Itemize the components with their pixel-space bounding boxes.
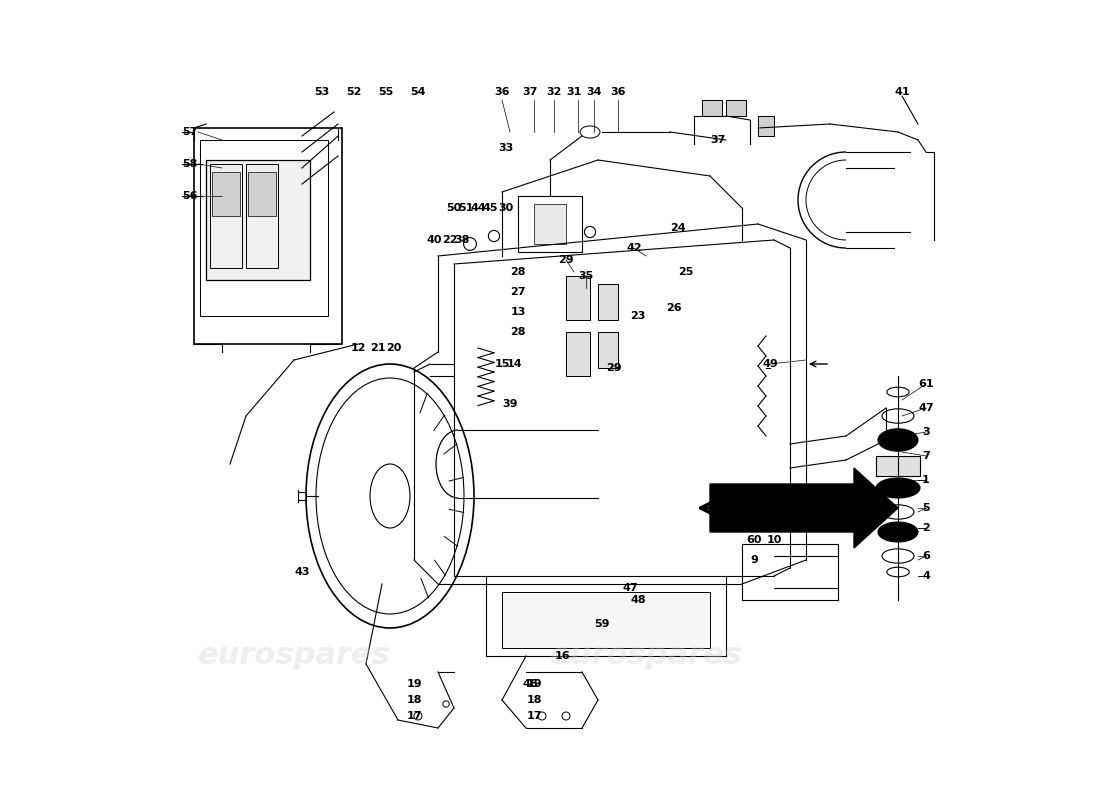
Text: 5: 5 bbox=[922, 503, 930, 513]
Text: 26: 26 bbox=[667, 303, 682, 313]
Bar bbox=[598, 284, 618, 320]
Bar bbox=[194, 128, 342, 344]
Bar bbox=[246, 164, 278, 268]
Bar bbox=[726, 100, 746, 116]
Text: 56: 56 bbox=[183, 191, 198, 201]
Bar bbox=[206, 160, 310, 280]
Text: 43: 43 bbox=[295, 567, 310, 577]
Text: 55: 55 bbox=[378, 87, 394, 97]
Bar bbox=[212, 172, 240, 216]
Text: 3: 3 bbox=[922, 427, 930, 437]
Bar bbox=[876, 456, 921, 476]
Bar bbox=[200, 140, 329, 316]
Bar bbox=[758, 116, 774, 136]
Bar bbox=[210, 164, 242, 268]
Bar bbox=[534, 204, 566, 244]
Text: 37: 37 bbox=[711, 135, 726, 145]
Text: 9: 9 bbox=[750, 555, 758, 565]
Text: 16: 16 bbox=[554, 651, 570, 661]
Text: 22: 22 bbox=[442, 235, 458, 245]
Text: 27: 27 bbox=[510, 287, 526, 297]
Text: eurospares: eurospares bbox=[198, 642, 390, 670]
Text: 10: 10 bbox=[767, 535, 782, 545]
Ellipse shape bbox=[878, 522, 918, 542]
Text: 20: 20 bbox=[386, 343, 402, 353]
Text: 60: 60 bbox=[746, 535, 761, 545]
Text: 51: 51 bbox=[459, 203, 474, 213]
Text: 59: 59 bbox=[594, 619, 609, 629]
Text: 48: 48 bbox=[630, 595, 646, 605]
Text: 19: 19 bbox=[526, 679, 542, 689]
Text: 29: 29 bbox=[606, 363, 621, 373]
Text: 36: 36 bbox=[494, 87, 509, 97]
Text: 42: 42 bbox=[626, 243, 641, 253]
Text: 23: 23 bbox=[630, 311, 646, 321]
Text: 47: 47 bbox=[746, 515, 762, 525]
Text: 29: 29 bbox=[558, 255, 574, 265]
Polygon shape bbox=[710, 468, 898, 548]
Text: 58: 58 bbox=[183, 159, 198, 169]
Text: 4: 4 bbox=[922, 571, 930, 581]
Text: 30: 30 bbox=[498, 203, 514, 213]
Bar bbox=[502, 592, 710, 648]
Text: 18: 18 bbox=[406, 695, 421, 705]
Text: 47: 47 bbox=[918, 403, 934, 413]
Text: 2: 2 bbox=[922, 523, 930, 533]
Bar bbox=[566, 332, 590, 376]
Text: 33: 33 bbox=[498, 143, 514, 153]
Text: 14: 14 bbox=[506, 359, 521, 369]
Ellipse shape bbox=[878, 429, 918, 451]
Text: 45: 45 bbox=[482, 203, 497, 213]
Bar bbox=[598, 332, 618, 368]
Text: 24: 24 bbox=[670, 223, 685, 233]
Text: 7: 7 bbox=[922, 451, 930, 461]
Ellipse shape bbox=[876, 478, 920, 498]
Text: 52: 52 bbox=[346, 87, 362, 97]
Text: 31: 31 bbox=[566, 87, 582, 97]
Text: 49: 49 bbox=[762, 359, 778, 369]
Text: 37: 37 bbox=[522, 87, 538, 97]
Text: 47: 47 bbox=[623, 583, 638, 593]
Text: 54: 54 bbox=[410, 87, 426, 97]
Text: 44: 44 bbox=[470, 203, 486, 213]
Text: 46: 46 bbox=[522, 679, 538, 689]
Bar bbox=[518, 196, 582, 252]
Text: 40: 40 bbox=[427, 235, 442, 245]
Text: 21: 21 bbox=[371, 343, 386, 353]
Bar bbox=[702, 100, 722, 116]
Text: 25: 25 bbox=[679, 267, 694, 277]
Text: 1: 1 bbox=[922, 475, 930, 485]
Text: 15: 15 bbox=[494, 359, 509, 369]
Text: 43: 43 bbox=[742, 495, 758, 505]
Bar bbox=[249, 172, 276, 216]
Text: 13: 13 bbox=[510, 307, 526, 317]
Text: 39: 39 bbox=[503, 399, 518, 409]
Text: 34: 34 bbox=[586, 87, 602, 97]
Text: 53: 53 bbox=[315, 87, 330, 97]
Text: 32: 32 bbox=[547, 87, 562, 97]
Text: 6: 6 bbox=[922, 551, 930, 561]
Text: 41: 41 bbox=[894, 87, 910, 97]
Text: 17: 17 bbox=[406, 711, 421, 721]
Text: 17: 17 bbox=[526, 711, 541, 721]
Text: 11: 11 bbox=[762, 495, 778, 505]
Text: 36: 36 bbox=[610, 87, 626, 97]
Text: 18: 18 bbox=[526, 695, 541, 705]
Text: 57: 57 bbox=[183, 127, 198, 137]
Text: 12: 12 bbox=[350, 343, 365, 353]
Text: 50: 50 bbox=[447, 203, 462, 213]
Text: eurospares: eurospares bbox=[550, 642, 742, 670]
Bar bbox=[566, 276, 590, 320]
Text: 19: 19 bbox=[406, 679, 421, 689]
Text: 35: 35 bbox=[579, 271, 594, 281]
Text: 38: 38 bbox=[454, 235, 470, 245]
Text: 28: 28 bbox=[510, 267, 526, 277]
Text: 28: 28 bbox=[510, 327, 526, 337]
Text: 61: 61 bbox=[918, 379, 934, 389]
Text: 8: 8 bbox=[770, 519, 778, 529]
